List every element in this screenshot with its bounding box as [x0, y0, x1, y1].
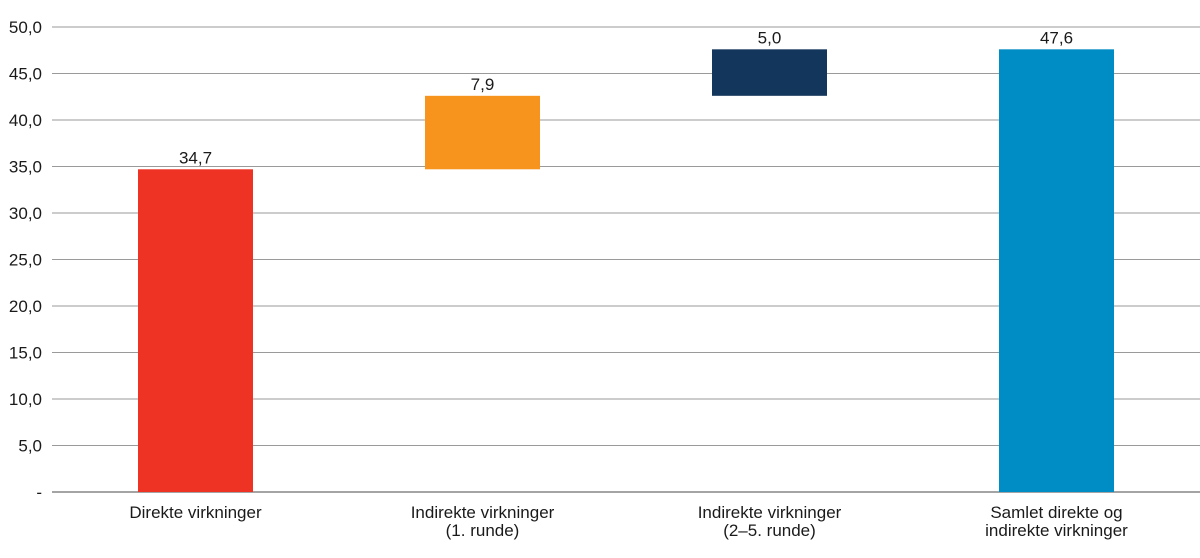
bar	[425, 95, 540, 170]
y-tick-label: 10,0	[9, 390, 42, 409]
category-label: Samlet direkte og indirekte virkninger	[985, 503, 1128, 540]
data-label: 47,6	[1040, 28, 1073, 47]
bar	[138, 169, 253, 493]
category-label: Indirekte virkninger (1. runde)	[411, 503, 555, 540]
y-axis-tick-labels: - 5,0 10,0 15,0 20,0 25,0 30,0 35,0 40,0 45,0 50,0	[9, 18, 42, 502]
y-tick-label: 15,0	[9, 344, 42, 363]
y-tick-label: 20,0	[9, 297, 42, 316]
x-axis-category-labels: Direkte virkninger Indirekte virkninger (1…	[129, 503, 1128, 540]
y-tick-label: 30,0	[9, 204, 42, 223]
bar	[999, 49, 1114, 492]
y-tick-label: 25,0	[9, 251, 42, 270]
y-tick-label: 45,0	[9, 65, 42, 84]
bar	[712, 49, 827, 96]
y-tick-label: 35,0	[9, 158, 42, 177]
data-labels: 34,7 7,9 5,0 47,6	[179, 28, 1073, 167]
y-tick-label: 50,0	[9, 18, 42, 37]
data-label: 5,0	[758, 28, 782, 47]
y-tick-label: -	[36, 483, 42, 502]
y-tick-label: 5,0	[18, 437, 42, 456]
category-label: Direkte virkninger	[129, 503, 262, 522]
category-label: Indirekte virkninger (2–5. runde)	[698, 503, 842, 540]
data-label: 7,9	[471, 75, 495, 94]
data-label: 34,7	[179, 148, 212, 167]
y-tick-label: 40,0	[9, 111, 42, 130]
bars	[138, 49, 1114, 493]
